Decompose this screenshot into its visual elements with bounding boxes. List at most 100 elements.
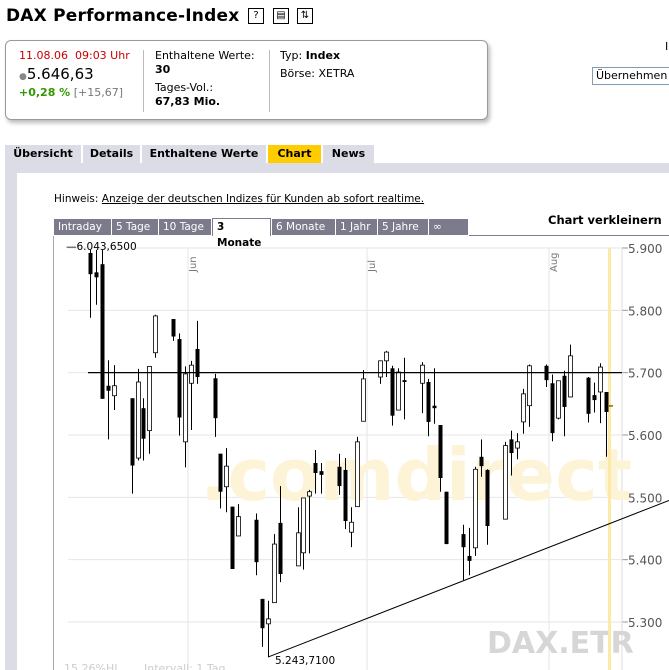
candle-up <box>527 364 532 427</box>
candle-body <box>402 380 407 383</box>
trend-line <box>267 499 669 658</box>
chart-tab-5-jahre[interactable]: 5 Jahre <box>378 219 429 235</box>
notice-link[interactable]: Anzeige der deutschen Indizes für Kunden… <box>101 193 425 205</box>
tab-band <box>5 163 669 173</box>
exchange-value: XETRA <box>318 67 355 80</box>
candle-body <box>503 445 508 520</box>
apply-button[interactable]: Übernehmen <box>592 67 669 85</box>
print-icon[interactable]: ▤ <box>273 8 289 24</box>
candle-down <box>106 360 111 440</box>
candle-up <box>568 344 573 398</box>
candle-body <box>141 408 146 439</box>
candle-body <box>521 393 526 423</box>
candle-down <box>343 458 348 530</box>
candle-body <box>171 319 176 337</box>
chart-tab-intraday[interactable]: Intraday <box>54 219 112 235</box>
candle-body <box>384 351 389 362</box>
candle-body <box>230 506 235 569</box>
candle-body <box>337 466 342 487</box>
chart-tab-max[interactable]: ∞ <box>429 219 469 235</box>
exchange-label: Börse: <box>280 67 316 80</box>
candle-down <box>461 524 466 581</box>
chart-tab-10-tage[interactable]: 10 Tage <box>159 219 212 235</box>
candle-body <box>307 491 312 497</box>
cut-label: I <box>665 40 669 53</box>
tab-details[interactable]: Details <box>83 145 140 163</box>
candle-body <box>509 439 514 454</box>
candle-down <box>278 486 283 583</box>
refresh-icon[interactable]: ⇅ <box>297 8 313 24</box>
tab-news[interactable]: News <box>323 145 374 163</box>
candle-body <box>130 398 135 466</box>
candle-body <box>378 360 383 378</box>
candle-down <box>177 333 182 436</box>
candle-down <box>130 398 135 494</box>
symbol-watermark: DAX.ETR <box>487 626 634 661</box>
candle-body <box>266 618 271 625</box>
candle-up <box>266 600 271 657</box>
chart-shrink-link[interactable]: Chart verkleinern <box>548 213 662 227</box>
candle-up <box>515 433 520 460</box>
candle-down <box>319 463 324 494</box>
tab-enthaltene-werte[interactable]: Enthaltene Werte <box>142 145 266 163</box>
chart-tab-3-monate[interactable]: 3 Monate <box>212 218 271 249</box>
candle-body <box>550 383 555 434</box>
help-icon[interactable]: ? <box>248 8 264 24</box>
candle-body <box>278 522 283 574</box>
candle-down <box>544 364 549 387</box>
candle-up <box>112 365 117 411</box>
y-tick-label: 5.400 <box>628 554 662 568</box>
candle-up <box>236 504 241 537</box>
y-tick-label: 5.700 <box>628 367 662 381</box>
candle-body <box>420 364 425 384</box>
candle-up <box>521 388 526 434</box>
candle-up <box>598 363 603 424</box>
candle-body <box>195 348 200 378</box>
candle-down <box>94 249 99 305</box>
candle-body <box>177 339 182 418</box>
candle-down <box>213 373 218 437</box>
candle-down <box>485 469 490 545</box>
candle-down <box>509 430 514 476</box>
candle-body <box>189 364 194 384</box>
candle-body <box>236 516 241 537</box>
candle-down <box>604 391 609 457</box>
candle-body <box>426 382 431 422</box>
tab-uebersicht[interactable]: Übersicht <box>5 145 81 163</box>
chart-tab-6-monate[interactable]: 6 Monate <box>272 219 336 235</box>
candle-body <box>515 441 520 449</box>
candle-body <box>568 355 573 398</box>
candle-down <box>438 425 443 492</box>
chart-tab-1-jahr[interactable]: 1 Jahr <box>336 219 378 235</box>
candle-down <box>171 319 176 341</box>
candle-body <box>136 381 141 459</box>
candle-body <box>94 272 99 278</box>
candle-up <box>301 497 306 570</box>
quote-time: 09:03 Uhr <box>74 49 130 62</box>
candle-down <box>592 382 597 413</box>
page-title: DAX Performance-Index <box>6 6 240 26</box>
candle-down <box>467 527 472 576</box>
candle-body <box>106 385 111 391</box>
month-label: Aug <box>549 252 560 272</box>
candle-up <box>147 366 152 454</box>
candle-body <box>479 456 484 467</box>
high-label: —6.043,6500 <box>66 241 137 253</box>
candle-down <box>313 449 318 494</box>
candle-body <box>556 380 561 419</box>
candle-up <box>296 507 301 567</box>
candle-down <box>100 249 105 399</box>
chart-tab-5-tage[interactable]: 5 Tage <box>112 219 159 235</box>
candle-body <box>485 469 490 526</box>
current-day-marker <box>608 248 611 670</box>
candle-body <box>88 252 93 275</box>
candle-down <box>550 374 555 442</box>
tab-chart[interactable]: Chart <box>268 145 321 163</box>
candle-up <box>153 314 158 358</box>
candle-up <box>349 507 354 548</box>
candle-down <box>254 513 259 576</box>
candle-up <box>355 436 360 508</box>
month-label: Jun <box>188 256 199 273</box>
candle-down <box>88 249 93 318</box>
